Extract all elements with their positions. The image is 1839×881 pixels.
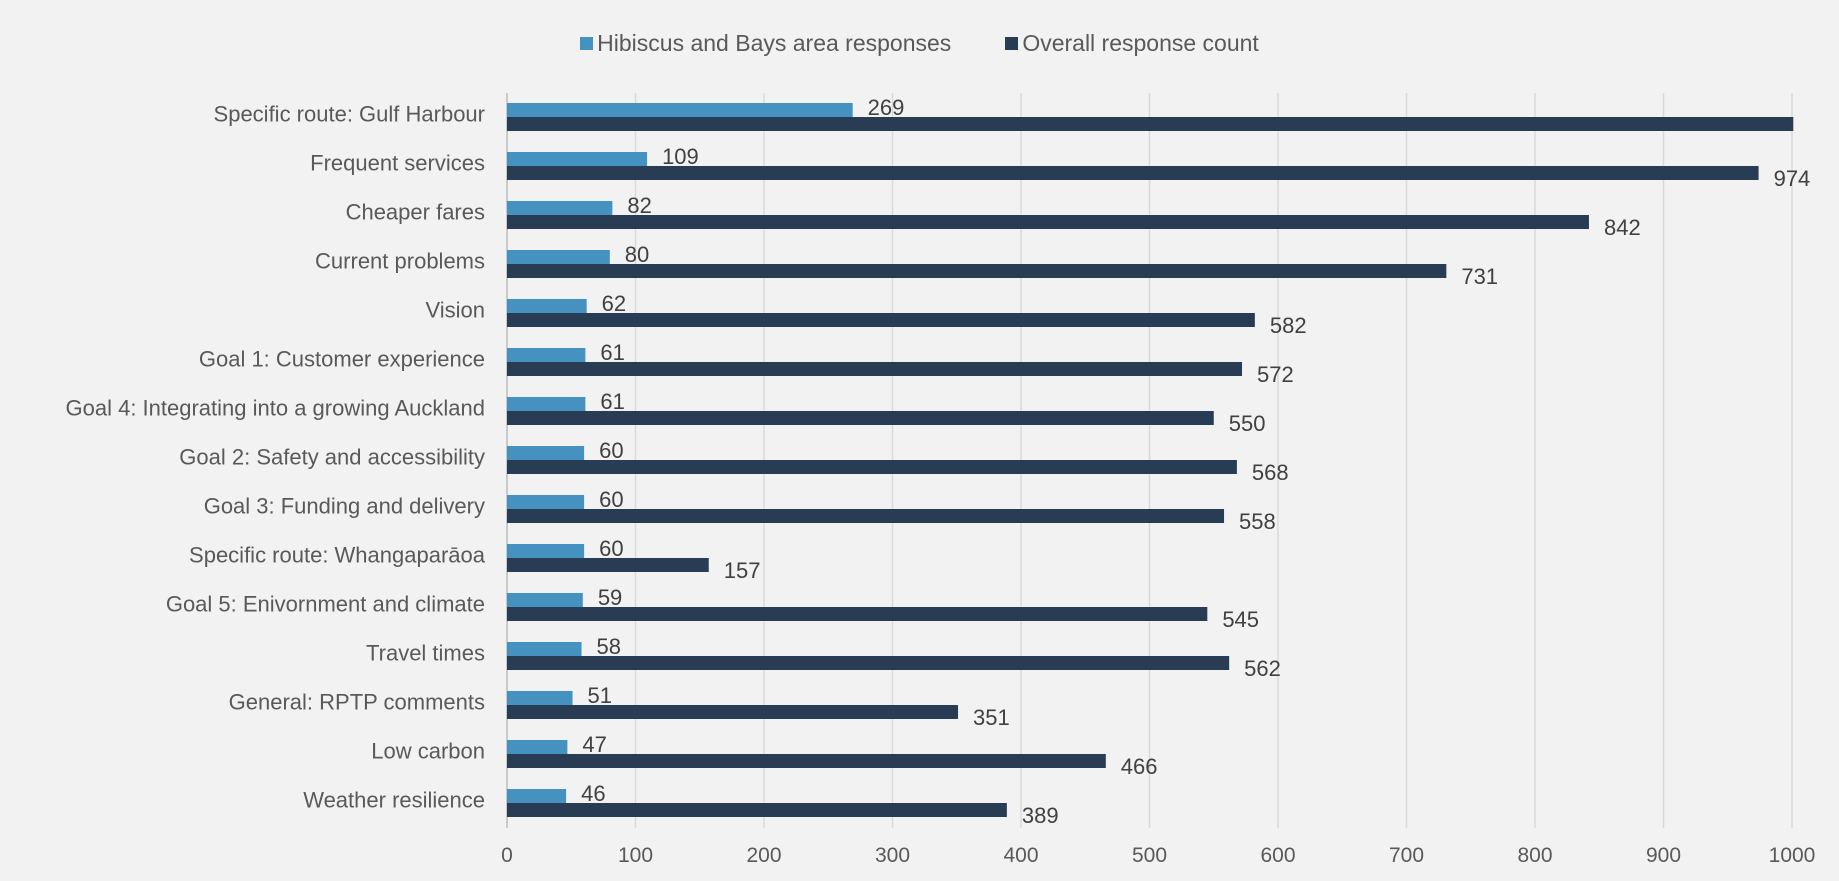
bar-hibiscus <box>507 201 613 215</box>
bar-overall <box>507 705 959 719</box>
data-label-overall: 389 <box>1022 803 1059 828</box>
bar-hibiscus <box>507 152 648 166</box>
bar-hibiscus <box>507 495 585 509</box>
bar-hibiscus <box>507 740 568 754</box>
x-tick-label: 600 <box>1260 844 1295 867</box>
data-label-overall: 466 <box>1121 754 1158 779</box>
bar-hibiscus <box>507 397 586 411</box>
bar-hibiscus <box>507 642 582 656</box>
bar-overall <box>507 215 1589 229</box>
bar-overall <box>507 166 1759 180</box>
bar-overall <box>507 607 1208 621</box>
bar-overall <box>507 264 1447 278</box>
data-label-overall: 572 <box>1257 362 1294 387</box>
x-tick-label: 800 <box>1517 844 1552 867</box>
data-label-hibiscus: 60 <box>599 536 623 561</box>
data-label-hibiscus: 269 <box>868 95 905 120</box>
legend-label-hibiscus: Hibiscus and Bays area responses <box>597 30 952 56</box>
category-label: General: RPTP comments <box>229 689 485 714</box>
legend-item-hibiscus: Hibiscus and Bays area responses <box>580 30 951 57</box>
data-label-hibiscus: 51 <box>588 683 612 708</box>
data-label-hibiscus: 62 <box>602 291 626 316</box>
legend-item-overall: Overall response count <box>1005 30 1259 57</box>
category-label: Goal 2: Safety and accessibility <box>179 444 485 469</box>
category-label: Low carbon <box>371 738 485 763</box>
bar-overall <box>507 362 1243 376</box>
bar-hibiscus <box>507 348 586 362</box>
data-label-overall: 731 <box>1461 264 1498 289</box>
x-tick-label: 300 <box>875 844 910 867</box>
data-label-hibiscus: 82 <box>627 193 651 218</box>
bar-overall <box>507 803 1007 817</box>
bar-overall <box>507 460 1237 474</box>
data-label-hibiscus: 80 <box>625 242 649 267</box>
bar-hibiscus <box>507 593 583 607</box>
bar-overall <box>507 509 1225 523</box>
category-label: Goal 1: Customer experience <box>199 346 485 371</box>
data-label-hibiscus: 58 <box>597 634 621 659</box>
x-tick-label: 1000 <box>1769 844 1816 867</box>
bar-overall <box>507 313 1255 327</box>
category-label: Goal 3: Funding and delivery <box>204 493 485 518</box>
category-label: Weather resilience <box>303 787 485 812</box>
data-label-hibiscus: 59 <box>598 585 622 610</box>
bar-overall <box>507 754 1106 768</box>
category-label: Vision <box>425 297 485 322</box>
data-label-overall: 974 <box>1774 166 1811 191</box>
data-label-hibiscus: 46 <box>581 781 605 806</box>
category-label: Cheaper fares <box>346 199 485 224</box>
data-label-overall: 545 <box>1222 607 1259 632</box>
data-label-overall: 558 <box>1239 509 1276 534</box>
category-label: Frequent services <box>310 150 485 175</box>
bar-hibiscus <box>507 250 610 264</box>
category-label: Travel times <box>366 640 485 665</box>
data-label-overall: 842 <box>1604 215 1641 240</box>
category-label: Current problems <box>315 248 485 273</box>
legend: Hibiscus and Bays area responses Overall… <box>0 30 1839 57</box>
x-tick-label: 200 <box>746 844 781 867</box>
data-label-hibiscus: 61 <box>600 340 624 365</box>
bar-overall <box>507 117 1794 131</box>
bar-overall <box>507 656 1230 670</box>
data-label-overall: 568 <box>1252 460 1289 485</box>
legend-swatch-hibiscus <box>580 37 594 50</box>
x-tick-label: 900 <box>1646 844 1681 867</box>
bar-hibiscus <box>507 691 573 705</box>
bar-hibiscus <box>507 103 853 117</box>
category-label: Goal 5: Enivornment and climate <box>166 591 485 616</box>
x-tick-label: 400 <box>1003 844 1038 867</box>
category-label: Specific route: Gulf Harbour <box>214 101 485 126</box>
bar-overall <box>507 411 1214 425</box>
data-label-hibiscus: 60 <box>599 487 623 512</box>
data-label-overall: 550 <box>1229 411 1266 436</box>
legend-label-overall: Overall response count <box>1022 30 1259 56</box>
x-tick-label: 100 <box>618 844 653 867</box>
data-label-overall: 582 <box>1270 313 1307 338</box>
category-label: Goal 4: Integrating into a growing Auckl… <box>66 395 486 420</box>
data-label-hibiscus: 60 <box>599 438 623 463</box>
bar-overall <box>507 558 709 572</box>
data-label-hibiscus: 61 <box>600 389 624 414</box>
data-label-overall: 157 <box>724 558 761 583</box>
legend-swatch-overall <box>1005 37 1019 50</box>
bar-hibiscus <box>507 299 587 313</box>
data-label-overall: 562 <box>1244 656 1281 681</box>
x-tick-label: 500 <box>1132 844 1167 867</box>
bar-hibiscus <box>507 789 567 803</box>
data-label-hibiscus: 109 <box>662 144 699 169</box>
bar-hibiscus <box>507 446 585 460</box>
bar-hibiscus <box>507 544 585 558</box>
x-tick-label: 0 <box>501 844 513 867</box>
category-label: Specific route: Whangaparāoa <box>189 542 486 567</box>
data-label-overall: 351 <box>973 705 1010 730</box>
x-tick-label: 700 <box>1389 844 1424 867</box>
data-label-hibiscus: 47 <box>582 732 606 757</box>
